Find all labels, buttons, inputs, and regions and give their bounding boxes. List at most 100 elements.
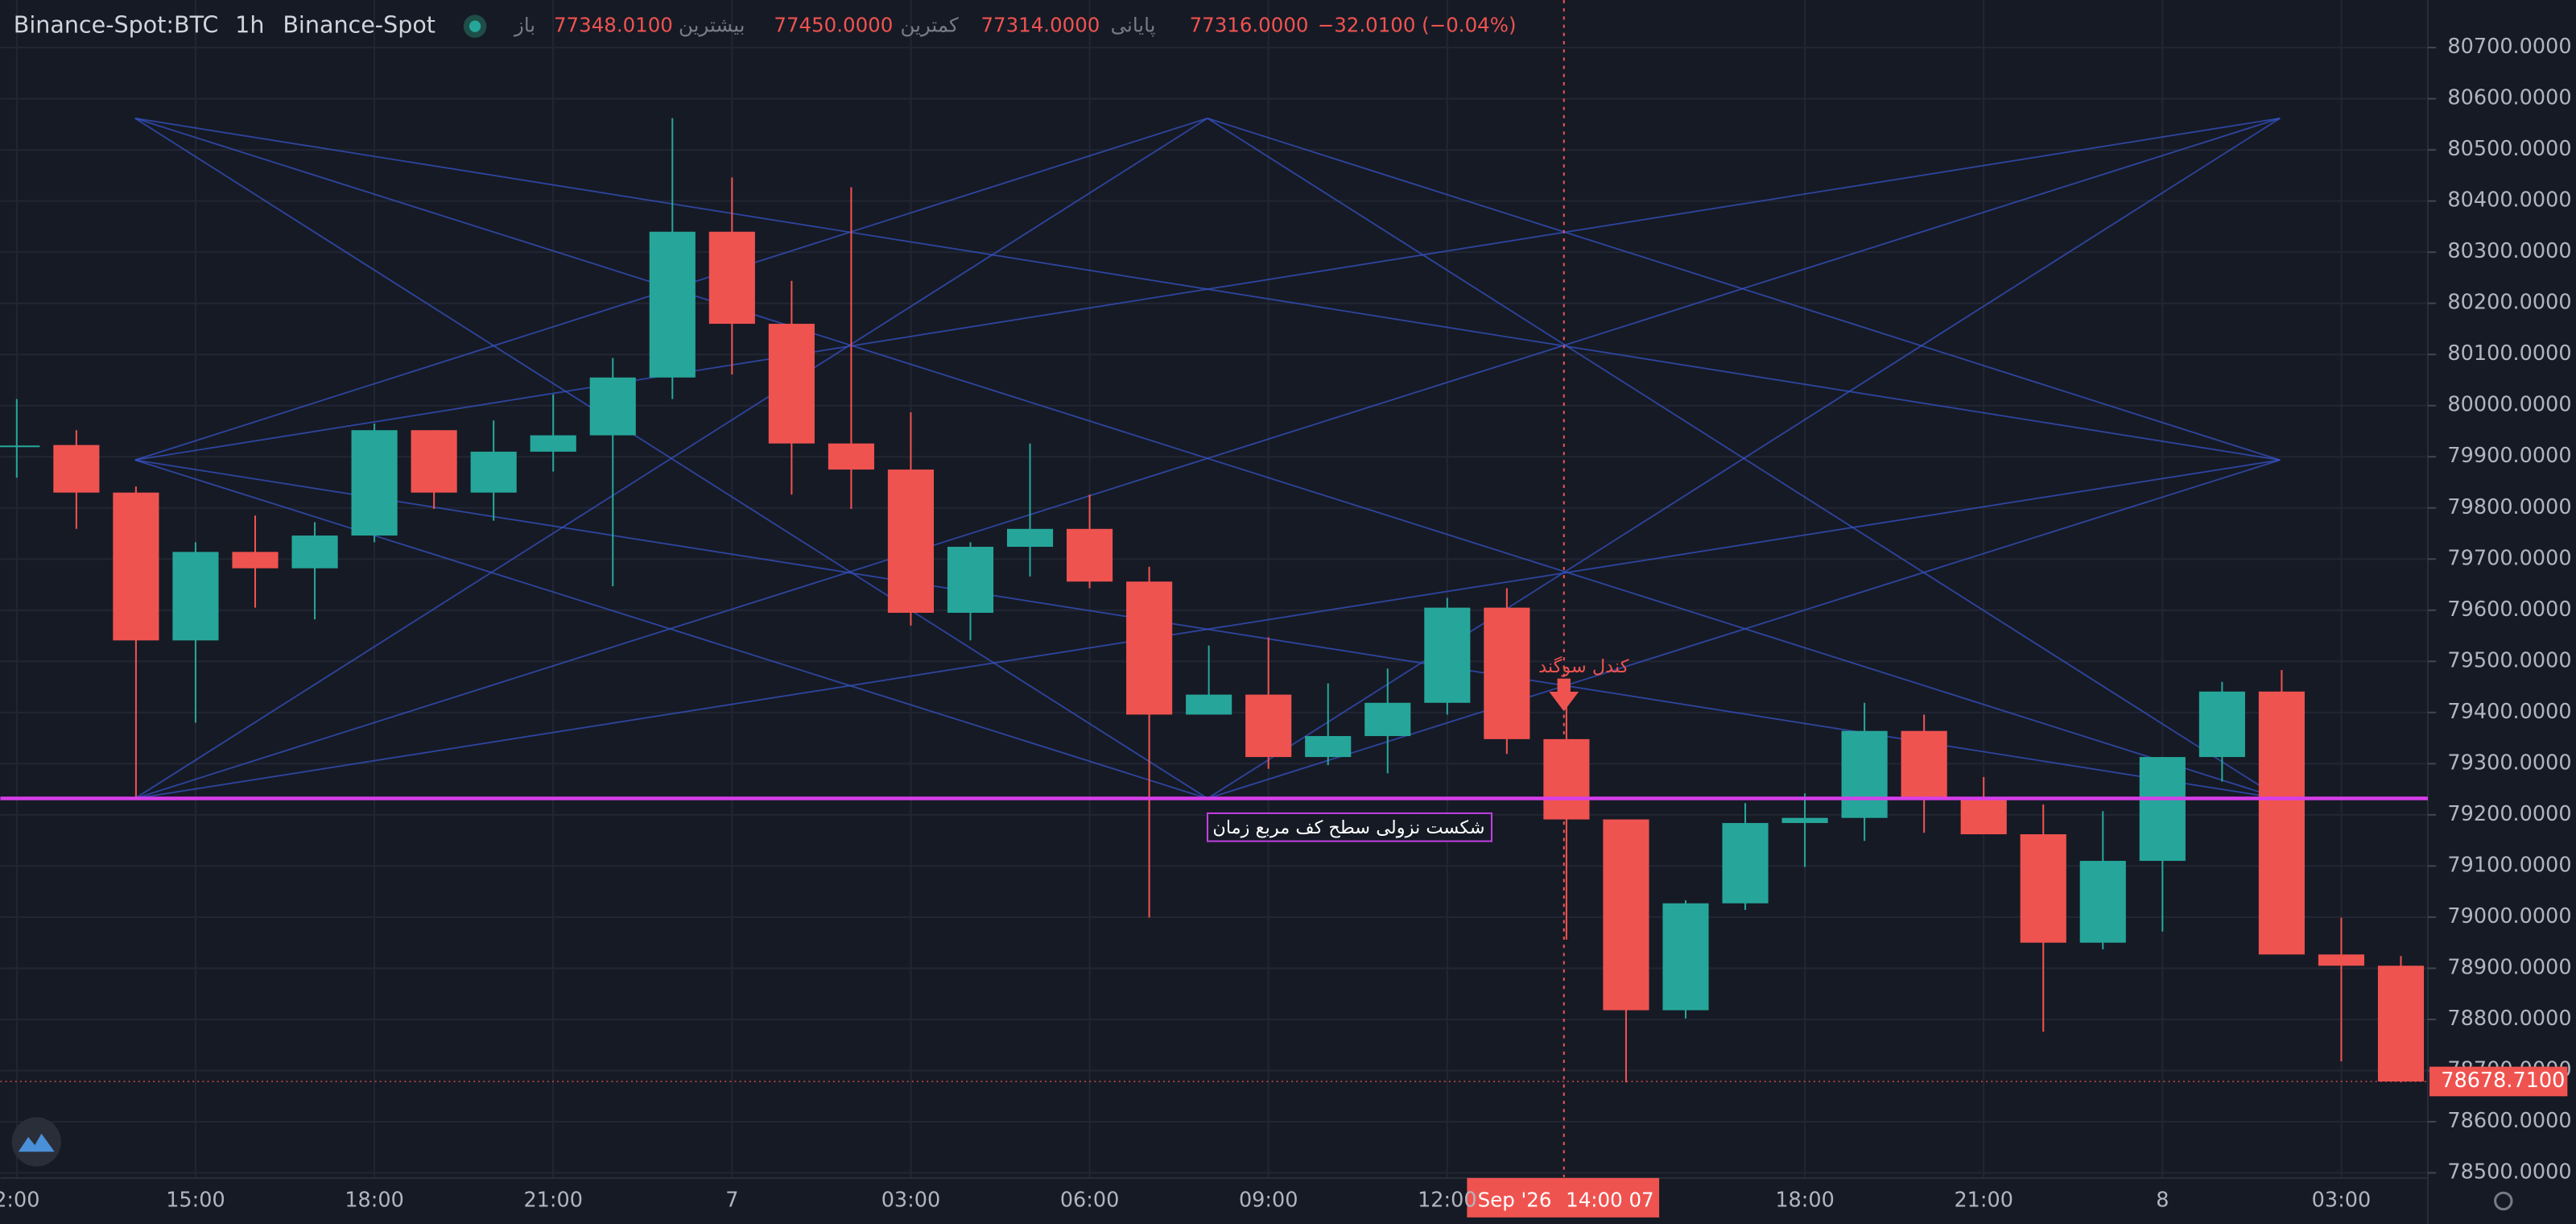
y-tick-label: 78900.0000	[2447, 955, 2571, 979]
x-tick-label: 7	[725, 1188, 738, 1212]
x-tick-label: 03:00	[881, 1188, 941, 1212]
gann-line	[134, 118, 2281, 800]
logo-mark	[18, 1133, 55, 1152]
candle-body	[2079, 861, 2126, 943]
y-tick-label: 80400.0000	[2447, 188, 2571, 213]
candle-body	[2198, 691, 2245, 758]
y-tick-label: 79900.0000	[2447, 444, 2571, 468]
candle-body	[1960, 798, 2007, 835]
y-tick-label: 79100.0000	[2447, 853, 2571, 877]
candle-body	[589, 377, 636, 436]
x-tick-label: 18:00	[1775, 1188, 1834, 1212]
last-price-label: 78678.7100	[2441, 1069, 2565, 1093]
crosshair-date: Sep '26	[1478, 1188, 1552, 1211]
candle-body	[1781, 817, 1828, 824]
gann-line	[134, 459, 1208, 800]
gann-line	[134, 118, 1208, 800]
gann-square	[134, 117, 2281, 800]
candle-body	[1543, 738, 1590, 820]
candle-body	[291, 536, 338, 569]
change: −32.0100 (−0.04%)	[1318, 14, 1517, 37]
candle-body	[1186, 694, 1232, 715]
y-tick-label: 78800.0000	[2447, 1007, 2571, 1031]
x-tick-label: 15:00	[166, 1188, 225, 1212]
candle-body	[828, 443, 874, 470]
candle-body	[53, 445, 100, 493]
candle-body	[1006, 528, 1054, 548]
y-tick-label: 79000.0000	[2447, 904, 2571, 928]
logo[interactable]	[11, 1117, 61, 1167]
crosshair-time-label	[1467, 1177, 1660, 1218]
y-tick-label: 79800.0000	[2447, 495, 2571, 519]
y-tick-label: 79200.0000	[2447, 802, 2571, 826]
annotation-text: کندل سوگند	[1538, 655, 1629, 677]
candle-body	[1126, 581, 1173, 715]
candle-body	[351, 430, 398, 536]
y-tick-label: 80500.0000	[2447, 137, 2571, 161]
candle-body	[1484, 607, 1530, 739]
candle-body	[1364, 702, 1411, 737]
candle-body	[1841, 730, 1888, 818]
gann-line	[1207, 459, 2281, 800]
close-value: 77316.0000	[1190, 14, 1309, 37]
settings-icon[interactable]	[2494, 1191, 2513, 1211]
candle-body	[2318, 954, 2365, 966]
y-tick-label: 78500.0000	[2447, 1160, 2571, 1185]
candle-body	[2020, 834, 2066, 943]
candle-body	[1901, 730, 1947, 799]
y-tick-label: 80600.0000	[2447, 86, 2571, 110]
candle-body	[768, 324, 815, 444]
signal-arrow	[1549, 678, 1579, 712]
candle-body	[1245, 694, 1292, 758]
candle-body	[1424, 607, 1471, 703]
candle-body	[2258, 691, 2305, 955]
y-tick-label: 79300.0000	[2447, 751, 2571, 775]
low-value: 77314.0000	[980, 14, 1100, 37]
last-price-box	[2429, 1066, 2568, 1097]
y-tick-label: 80000.0000	[2447, 393, 2571, 417]
x-tick-label: 12:00	[1418, 1188, 1477, 1212]
y-tick-label: 80200.0000	[2447, 291, 2571, 315]
y-tick-label: 79700.0000	[2447, 546, 2571, 570]
x-tick-label: 06:00	[1060, 1188, 1120, 1212]
open-label: باز	[513, 14, 535, 37]
candle-body	[232, 552, 279, 569]
close-label: پایانی	[1111, 14, 1156, 37]
candle-body	[1662, 903, 1709, 1011]
gann-line	[1207, 118, 2281, 461]
crosshair-time: 14:00 07	[1566, 1188, 1653, 1211]
candle-body	[0, 445, 40, 448]
candles	[0, 118, 2425, 1083]
x-tick-label: 18:00	[345, 1188, 404, 1212]
annotation-text: شکست نزولی سطح کف مربع زمان	[1212, 817, 1484, 838]
y-tick-label: 79600.0000	[2447, 598, 2571, 622]
candle-body	[2139, 757, 2186, 862]
candle-body	[411, 430, 457, 493]
low-label: کمترین	[900, 14, 958, 37]
y-tick-label: 80100.0000	[2447, 341, 2571, 366]
candle-body	[113, 492, 159, 641]
x-tick-label: 09:00	[1239, 1188, 1298, 1212]
x-tick-label: 03:00	[2312, 1188, 2372, 1212]
y-tick-label: 78600.0000	[2447, 1109, 2571, 1133]
open-value: 77348.0100	[554, 14, 673, 37]
x-tick-label: 8	[2156, 1188, 2169, 1212]
candle-body	[530, 435, 576, 452]
candle-body	[2377, 966, 2425, 1082]
candle-body	[887, 469, 935, 613]
status-dot	[469, 20, 481, 32]
y-tick-label: 80700.0000	[2447, 35, 2571, 59]
x-tick-label: 21:00	[523, 1188, 582, 1212]
grid	[0, 0, 2428, 1178]
candle-body	[172, 552, 219, 641]
y-tick-label: 80300.0000	[2447, 239, 2571, 263]
candle-body	[708, 231, 755, 325]
high-label: بیشترین	[679, 14, 745, 37]
exchange: Binance-Spot	[283, 11, 436, 39]
annotation-box	[1207, 812, 1493, 842]
candle-body	[947, 547, 994, 613]
candle-body	[649, 231, 696, 378]
interval: 1h	[235, 11, 264, 39]
high-value: 77450.0000	[774, 14, 893, 37]
